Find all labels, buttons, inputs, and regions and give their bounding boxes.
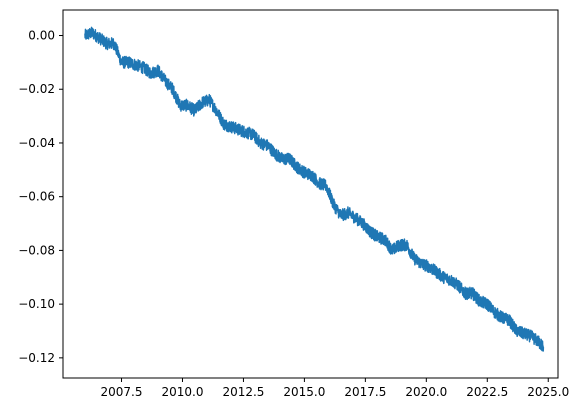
- y-tick-label: −0.08: [18, 243, 55, 257]
- y-tick-label: −0.04: [18, 136, 55, 150]
- y-tick-label: −0.10: [18, 297, 55, 311]
- x-tick-label: 2017.5: [344, 385, 386, 399]
- plot-area: [85, 27, 543, 351]
- x-tick-label: 2020.0: [405, 385, 447, 399]
- x-tick-label: 2012.5: [222, 385, 264, 399]
- x-tick-label: 2025.0: [527, 385, 569, 399]
- axes: 2007.5 2010.0 2012.5 2015.0 2017.5 2020.0 2022…: [18, 10, 569, 399]
- x-tick-label: 2015.0: [283, 385, 325, 399]
- y-tick-label: −0.02: [18, 82, 55, 96]
- series-line-0: [85, 27, 543, 351]
- y-tick-label: −0.06: [18, 190, 55, 204]
- x-tick-label: 2022.5: [466, 385, 508, 399]
- y-tick-label: −0.12: [18, 351, 55, 365]
- y-tick-label: 0.00: [28, 29, 55, 43]
- x-tick-label: 2010.0: [161, 385, 203, 399]
- x-tick-label: 2007.5: [101, 385, 143, 399]
